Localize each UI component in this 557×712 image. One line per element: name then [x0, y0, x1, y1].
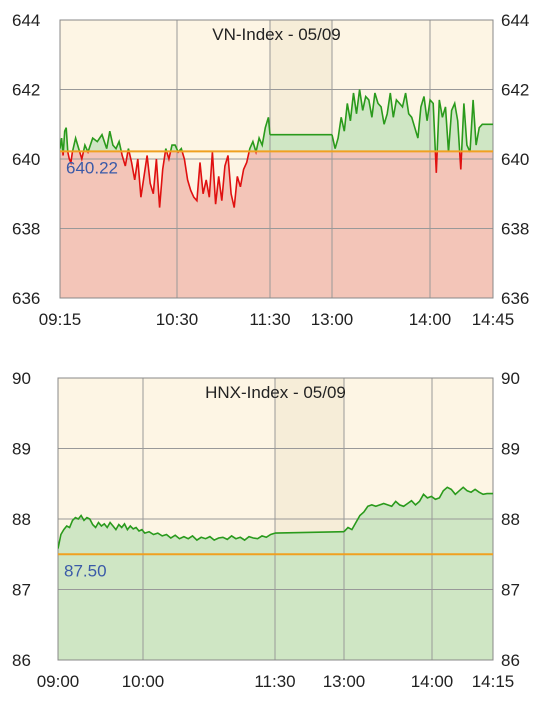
- y-tick-label-left: 86: [12, 651, 31, 670]
- y-tick-label-left: 638: [12, 220, 40, 239]
- series-morning-line-below: [61, 151, 257, 208]
- x-tick-label: 14:00: [409, 310, 452, 329]
- x-tick-label: 13:00: [311, 310, 354, 329]
- area-fill-below: [60, 151, 493, 298]
- chart-title: HNX-Index - 05/09: [205, 383, 346, 402]
- y-tick-label-right: 636: [501, 289, 529, 308]
- x-tick-label: 10:30: [156, 310, 199, 329]
- y-tick-label-left: 644: [12, 11, 40, 30]
- y-tick-label-right: 638: [501, 220, 529, 239]
- x-tick-label: 11:30: [254, 672, 295, 691]
- x-tick-label: 14:15: [472, 672, 515, 691]
- series-afternoon-line-above: [343, 486, 493, 533]
- chart-0: 640.22 VN-Index - 05/09 644 644 642 642 640 640…: [12, 11, 529, 329]
- x-tick-label: 14:45: [472, 310, 515, 329]
- y-tick-label-right: 90: [501, 369, 520, 388]
- chart-title: VN-Index - 05/09: [212, 25, 341, 44]
- x-tick-label: 11:30: [249, 310, 290, 329]
- y-tick-label-left: 89: [12, 440, 31, 459]
- y-tick-label-left: 87: [12, 581, 31, 600]
- y-tick-label-right: 640: [501, 150, 529, 169]
- y-tick-label-right: 642: [501, 81, 529, 100]
- x-tick-label: 14:00: [411, 672, 454, 691]
- y-tick-label-left: 642: [12, 81, 40, 100]
- y-tick-label-right: 89: [501, 440, 520, 459]
- chart-1: 87.50 HNX-Index - 05/09 90 90 89 89 88 88 87 87 86…: [12, 369, 520, 691]
- y-tick-label-right: 86: [501, 651, 520, 670]
- y-tick-label-left: 640: [12, 150, 40, 169]
- area-fill-above: [60, 89, 493, 152]
- y-tick-label-right: 644: [501, 11, 529, 30]
- reference-label: 87.50: [64, 561, 107, 580]
- plot-border: [59, 19, 494, 299]
- y-tick-label-left: 90: [12, 369, 31, 388]
- series-morning-line-above: [60, 117, 271, 152]
- x-tick-label: 13:00: [323, 672, 366, 691]
- y-tick-label-left: 636: [12, 289, 40, 308]
- y-tick-label-right: 87: [501, 581, 520, 600]
- series-afternoon-line-above: [331, 89, 493, 152]
- x-tick-label: 09:15: [39, 310, 82, 329]
- y-tick-label-right: 88: [501, 510, 520, 529]
- x-tick-label: 10:00: [122, 672, 165, 691]
- plot-border: [57, 377, 494, 661]
- series-afternoon-line-below: [434, 151, 471, 173]
- x-tick-label: 09:00: [37, 672, 80, 691]
- reference-label: 640.22: [66, 158, 118, 177]
- y-tick-label-left: 88: [12, 510, 31, 529]
- series-morning-line-above: [58, 514, 276, 549]
- break-connector-line: [274, 530, 345, 534]
